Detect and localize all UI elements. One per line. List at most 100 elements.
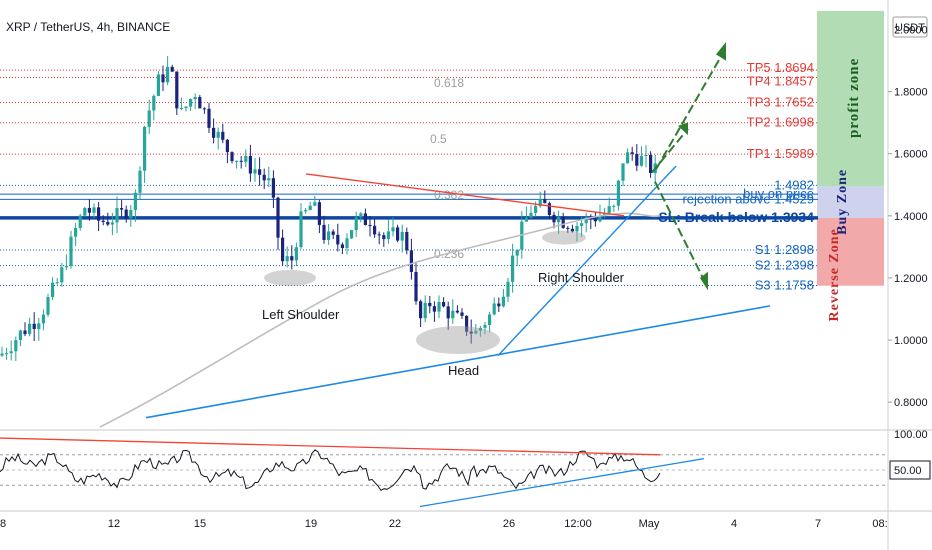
candle-body — [156, 74, 160, 96]
candle-body — [635, 153, 639, 166]
zone-box-2 — [817, 218, 884, 286]
candle-body — [161, 74, 165, 83]
candle-body — [382, 235, 386, 240]
arrowhead-1 — [678, 122, 688, 136]
candle-body — [276, 197, 280, 238]
candle-body — [322, 224, 326, 240]
candle-body — [18, 330, 22, 341]
candle-body — [101, 220, 105, 222]
candle-body — [497, 303, 501, 307]
level-label-7: rejection above 1.4529 — [682, 191, 814, 206]
candle-body — [359, 213, 363, 218]
left-shoulder-marker — [264, 269, 316, 286]
candle-body — [621, 163, 625, 181]
level-label-6: buy on price — [743, 186, 814, 201]
candle-body — [184, 106, 188, 108]
x-tick-label-7: May — [639, 518, 660, 530]
candle-body — [32, 323, 36, 329]
candle-body — [428, 302, 432, 307]
blue-trendline-long — [145, 305, 771, 419]
candle-body — [377, 234, 381, 236]
candle-body — [202, 108, 206, 110]
candle-body — [616, 180, 620, 206]
candle-body — [97, 207, 101, 221]
candle-body — [580, 223, 584, 226]
symbol-title: XRP / TetherUS, 4h, BINANCE — [6, 20, 171, 34]
red-trendline — [305, 173, 625, 217]
candle-body — [474, 330, 478, 334]
candle-body — [78, 215, 82, 228]
candles-layer — [0, 56, 657, 361]
pattern-label-0: Left Shoulder — [262, 307, 340, 322]
candle-body — [175, 71, 179, 109]
candle-body — [207, 108, 211, 128]
right-shoulder-marker — [542, 230, 586, 245]
candle-body — [644, 154, 648, 156]
candle-body — [138, 170, 142, 193]
candle-body — [60, 267, 64, 283]
candle-body — [143, 126, 147, 171]
fib-label-0: 0.618 — [434, 76, 464, 90]
level-label-9: S1 1.2898 — [755, 242, 814, 257]
candle-body — [363, 213, 367, 226]
candle-body — [5, 353, 9, 355]
candle-body — [28, 323, 32, 335]
candle-body — [396, 227, 400, 241]
x-tick-label-5: 26 — [503, 518, 515, 530]
candle-body — [460, 312, 464, 316]
candle-body — [225, 139, 229, 153]
candle-body — [391, 227, 395, 232]
y-tick-label-3: 1.4000 — [894, 211, 928, 223]
candle-body — [46, 297, 50, 315]
candle-body — [74, 227, 78, 237]
candle-body — [308, 205, 312, 211]
candle-body — [442, 301, 446, 307]
level-label-3: TP2 1.6998 — [747, 115, 814, 130]
candle-body — [0, 353, 4, 356]
candle-body — [409, 250, 413, 272]
candle-body — [639, 155, 643, 166]
candle-body — [23, 330, 27, 335]
candle-body — [262, 174, 266, 181]
candle-body — [212, 127, 216, 138]
level-label-0: TP5 1.8694 — [747, 60, 814, 75]
candle-body — [271, 178, 275, 198]
x-axis: 8 12 15 19 22 26 12:00 May 4 7 08: — [0, 510, 932, 530]
candle-body — [524, 217, 528, 222]
candle-body — [566, 227, 570, 229]
candle-body — [547, 203, 551, 215]
level-label-1: TP4 1.8457 — [747, 73, 814, 88]
candle-body — [529, 212, 533, 218]
candle-body — [304, 210, 308, 212]
candle-body — [437, 301, 441, 312]
candle-body — [506, 281, 510, 297]
pattern-label-2: Right Shoulder — [538, 270, 625, 285]
candle-body — [432, 306, 436, 312]
candle-body — [179, 107, 183, 109]
y-tick-label-1: 1.8000 — [894, 87, 928, 99]
candle-body — [152, 95, 156, 111]
candle-body — [106, 221, 110, 225]
candle-body — [354, 217, 358, 231]
moving-average-line — [99, 212, 661, 428]
candle-body — [327, 231, 331, 240]
candle-body — [281, 237, 285, 262]
candle-body — [561, 217, 565, 228]
candle-body — [649, 154, 653, 174]
x-tick-label-3: 19 — [305, 518, 317, 530]
x-tick-label-2: 15 — [194, 518, 206, 530]
candle-body — [299, 211, 303, 248]
arrow-up-1 — [651, 128, 689, 174]
level-label-2: TP3 1.7652 — [747, 94, 814, 109]
candle-body — [267, 178, 271, 181]
candle-body — [414, 271, 418, 302]
candle-body — [115, 208, 119, 223]
candle-body — [147, 110, 151, 127]
candle-body — [87, 207, 91, 213]
x-tick-label-9: 7 — [815, 518, 821, 530]
candle-body — [14, 340, 18, 352]
candle-body — [336, 234, 340, 245]
candle-body — [612, 205, 616, 207]
